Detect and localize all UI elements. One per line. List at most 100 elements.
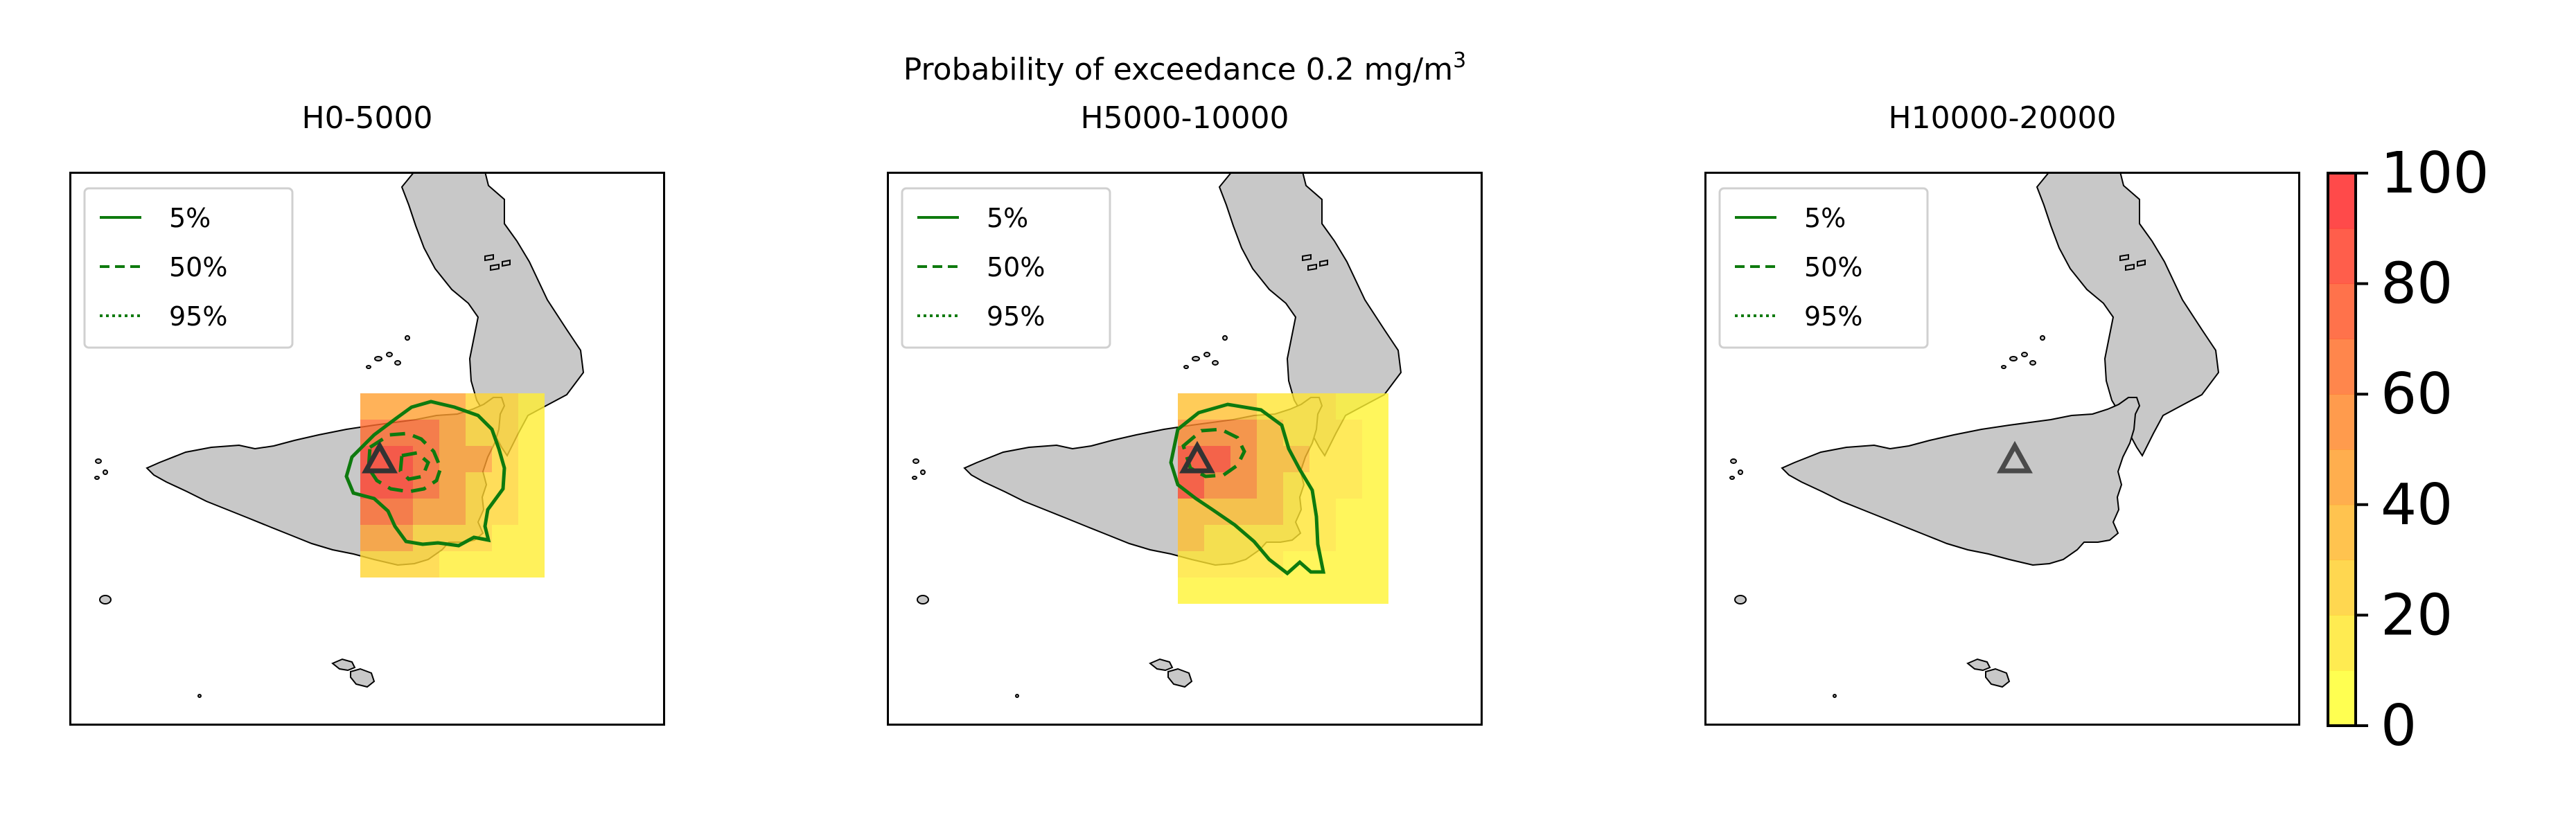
probability-cell	[1230, 551, 1257, 577]
probability-cell	[1230, 525, 1257, 551]
probability-cell	[1309, 577, 1336, 604]
probability-cell	[518, 472, 545, 499]
probability-cell	[1309, 446, 1336, 472]
legend-label-50pct: 50%	[987, 252, 1045, 283]
legend-label-95pct: 95%	[987, 301, 1045, 332]
probability-cell	[1178, 525, 1204, 551]
colorbar-tick-label: 0	[2381, 693, 2417, 759]
figure-suptitle: Probability of exceedance 0.2 mg/m3	[903, 48, 1466, 87]
probability-cell	[439, 472, 466, 499]
probability-cell	[439, 446, 466, 472]
probability-cell	[1309, 420, 1336, 446]
colorbar-segment	[2328, 559, 2356, 616]
colorbar-segment	[2328, 449, 2356, 505]
legend-label-5pct: 5%	[169, 203, 211, 233]
colorbar-segment	[2328, 504, 2356, 561]
probability-cell	[1362, 577, 1388, 604]
contour-50pct	[367, 431, 443, 494]
probability-cell	[387, 472, 413, 499]
probability-cell	[1230, 472, 1257, 499]
probability-cell	[413, 499, 439, 525]
legend-panel-2: 5% 50% 95%	[901, 187, 1111, 349]
probability-cell	[1362, 393, 1388, 420]
probability-cell	[360, 551, 387, 577]
superscript-3: 3	[1453, 48, 1466, 73]
probability-cell	[387, 499, 413, 525]
probability-cell	[1309, 525, 1336, 551]
probability-cell	[1257, 472, 1283, 499]
probability-cell	[1283, 577, 1309, 604]
colorbar-segment	[2328, 173, 2356, 229]
probability-cell	[439, 420, 466, 446]
probability-cell	[1283, 393, 1309, 420]
probability-cell	[413, 551, 439, 577]
panel-title-1: H0-5000	[302, 100, 433, 136]
probability-cell	[518, 446, 545, 472]
colorbar-segment	[2328, 339, 2356, 395]
colorbar-segment	[2328, 394, 2356, 450]
legend-label-95pct: 95%	[1804, 301, 1862, 332]
probability-cell	[492, 525, 518, 551]
colorbar-tick-label: 20	[2381, 582, 2453, 648]
legend-panel-1: 5% 50% 95%	[83, 187, 294, 349]
probability-cell	[1257, 551, 1283, 577]
probability-cell	[1257, 499, 1283, 525]
probability-cell	[1336, 393, 1362, 420]
probability-cell	[1362, 420, 1388, 446]
contour-5pct	[1169, 402, 1326, 576]
colorbar-segment	[2328, 228, 2356, 285]
probability-cell	[387, 525, 413, 551]
probability-cell	[1178, 420, 1204, 446]
probability-cell	[360, 525, 387, 551]
legend-label-5pct: 5%	[1804, 203, 1846, 233]
probability-cell	[1336, 420, 1362, 446]
colorbar-tick-label: 100	[2381, 141, 2489, 206]
probability-cell	[1178, 393, 1204, 420]
probability-cell	[1362, 472, 1388, 499]
probability-cell	[1336, 525, 1362, 551]
colorbar-segment	[2328, 615, 2356, 671]
legend-label-50pct: 50%	[1804, 252, 1862, 283]
probability-cell	[1336, 577, 1362, 604]
colorbar-ticks: 0 20 40 60 80 100	[2356, 141, 2489, 759]
panel-title-3: H10000-20000	[1889, 100, 2117, 136]
probability-cell	[1230, 420, 1257, 446]
probability-cell	[413, 525, 439, 551]
probability-cell	[1336, 472, 1362, 499]
probability-cell	[492, 551, 518, 577]
probability-cell	[1204, 525, 1230, 551]
legend-label-95pct: 95%	[169, 301, 227, 332]
probability-cell	[1283, 499, 1309, 525]
probability-cell	[1230, 577, 1257, 604]
legend-label-50pct: 50%	[169, 252, 227, 283]
probability-cell	[439, 525, 466, 551]
probability-cell	[1362, 551, 1388, 577]
probability-cell	[466, 472, 492, 499]
probability-cell	[1257, 577, 1283, 604]
probability-cell	[1336, 446, 1362, 472]
probability-cell	[518, 525, 545, 551]
legend-panel-3: 5% 50% 95%	[1718, 187, 1929, 349]
probability-cell	[387, 551, 413, 577]
probability-cell	[360, 393, 387, 420]
legend-label-5pct: 5%	[987, 203, 1028, 233]
probability-cell	[1283, 525, 1309, 551]
probability-cell	[360, 499, 387, 525]
probability-cell	[518, 499, 545, 525]
vent-triangle-icon	[1179, 440, 1215, 474]
colorbar-segment	[2328, 283, 2356, 339]
probability-cell	[439, 551, 466, 577]
probability-cell	[1178, 551, 1204, 577]
probability-cell	[1283, 446, 1309, 472]
probability-cell	[518, 551, 545, 577]
probability-cell	[466, 446, 492, 472]
colorbar-tick-label: 60	[2381, 361, 2453, 427]
vent-triangle-icon	[1997, 440, 2033, 474]
probability-cell	[1309, 393, 1336, 420]
colorbar: 0 20 40 60 80 100	[2327, 141, 2489, 759]
probability-cell	[1178, 577, 1204, 604]
probability-cells	[1178, 393, 1388, 604]
contour-5pct	[344, 400, 506, 548]
probability-cell	[1362, 499, 1388, 525]
